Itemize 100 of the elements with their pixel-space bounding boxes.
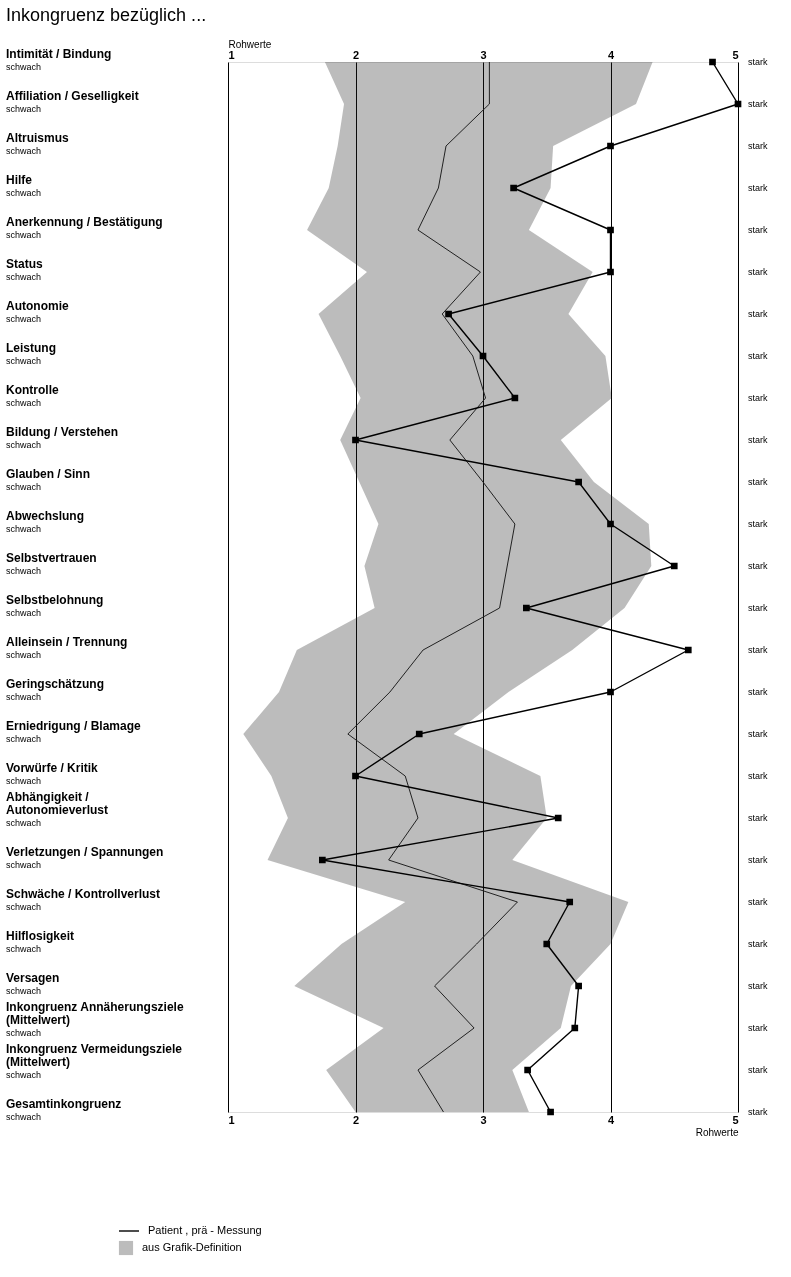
text: schwach xyxy=(6,146,42,156)
text: stark xyxy=(748,1065,768,1075)
y-tick-label: Status xyxy=(6,257,43,271)
text: schwach xyxy=(6,944,42,954)
point xyxy=(554,814,562,822)
text: stark xyxy=(748,309,768,319)
text: schwach xyxy=(6,188,42,198)
point xyxy=(684,646,692,654)
text: schwach xyxy=(6,440,42,450)
point xyxy=(709,58,716,66)
y-tick-label: Selbstvertrauen xyxy=(6,551,97,565)
y-tick-label: Glauben / Sinn xyxy=(6,467,91,481)
point xyxy=(571,1024,579,1032)
text: schwach xyxy=(6,1070,42,1080)
y-tick-label: Affiliation / Geselligkeit xyxy=(6,89,139,103)
text: stark xyxy=(748,603,768,613)
point xyxy=(607,142,614,150)
text: stark xyxy=(748,561,768,571)
text: schwach xyxy=(6,902,42,912)
y-tick-label: Inkongruenz Vermeidungsziele (Mittelwert) xyxy=(6,1042,183,1069)
text: schwach xyxy=(6,398,42,408)
text: schwach xyxy=(6,860,42,870)
text: schwach xyxy=(6,1028,42,1038)
x2-tick-label: 2 xyxy=(352,48,360,61)
x-tick-label: 4 xyxy=(607,1113,615,1126)
point xyxy=(319,856,326,864)
x2-tick-label: 5 xyxy=(732,48,739,61)
point xyxy=(607,688,614,696)
x-tick-label: 2 xyxy=(352,1113,360,1126)
text: stark xyxy=(748,141,768,151)
text: stark xyxy=(748,393,768,403)
text: schwach xyxy=(6,1112,42,1122)
text: schwach xyxy=(6,314,42,324)
text: stark xyxy=(748,897,768,907)
text: schwach xyxy=(6,734,42,744)
point xyxy=(445,310,452,318)
y-tick-label: Verletzungen / Spannungen xyxy=(6,845,164,859)
text: stark xyxy=(748,99,768,109)
y-tick-label: Hilflosigkeit xyxy=(6,929,75,943)
y-tick-label: Versagen xyxy=(6,971,60,985)
x2-tick-label: 1 xyxy=(228,48,235,61)
text: stark xyxy=(748,1107,768,1117)
point xyxy=(607,520,614,528)
text: schwach xyxy=(6,692,42,702)
text: schwach xyxy=(6,776,42,786)
point xyxy=(575,478,582,486)
y-tick-label: Geringschätzung xyxy=(6,677,105,691)
point xyxy=(523,604,530,612)
point xyxy=(547,1108,554,1116)
x-tick-label: 3 xyxy=(480,1113,487,1126)
text: stark xyxy=(748,939,768,949)
text: schwach xyxy=(6,818,42,828)
x2-axis-title: Rohwerte xyxy=(695,1126,739,1138)
point xyxy=(607,226,614,234)
text: schwach xyxy=(6,104,42,114)
text: stark xyxy=(748,267,768,277)
text: stark xyxy=(748,351,768,361)
text: schwach xyxy=(6,650,42,660)
legend-label: aus Grafik-Definition xyxy=(142,1241,242,1253)
point xyxy=(352,436,359,444)
y-tick-label: Vorwürfe / Kritik xyxy=(6,761,99,775)
y-tick-label: Selbstbelohnung xyxy=(6,593,104,607)
y-tick-label: Intimität / Bindung xyxy=(6,47,112,61)
text: stark xyxy=(748,225,768,235)
text: schwach xyxy=(6,482,42,492)
text: stark xyxy=(748,771,768,781)
text: schwach xyxy=(6,272,42,282)
point xyxy=(543,940,551,948)
text: schwach xyxy=(6,230,42,240)
y-tick-label: Hilfe xyxy=(6,173,33,187)
point xyxy=(510,184,517,192)
point xyxy=(524,1066,531,1074)
y-tick-label: Autonomie xyxy=(6,299,69,313)
y-tick-label: Kontrolle xyxy=(6,383,59,397)
y-tick-label: Abwechslung xyxy=(6,509,85,523)
point xyxy=(566,898,574,906)
x-tick-label: 5 xyxy=(732,1113,739,1126)
text: schwach xyxy=(6,62,42,72)
point xyxy=(670,562,678,570)
x2-tick-label: 3 xyxy=(480,48,487,61)
y-tick-label: Inkongruenz Annäherungsziele (Mittelwert) xyxy=(6,1000,184,1027)
text: stark xyxy=(748,981,768,991)
text: stark xyxy=(748,519,768,529)
point xyxy=(415,730,423,738)
legend-label: Patient , prä - Messung xyxy=(148,1224,262,1236)
point xyxy=(575,982,582,990)
y-tick-label: Leistung xyxy=(6,341,56,355)
y-tick-label: Schwäche / Kontrollverlust xyxy=(6,887,161,901)
y-tick-label: Bildung / Verstehen xyxy=(6,425,119,439)
x-tick-label: 1 xyxy=(228,1113,235,1126)
text: stark xyxy=(748,813,768,823)
y-tick-label: Alleinsein / Trennung xyxy=(6,635,128,649)
y-tick-label: Anerkennung / Bestätigung xyxy=(6,215,163,229)
y-tick-label: Altruismus xyxy=(6,131,69,145)
y-tick-label: Gesamtinkongruenz xyxy=(6,1097,122,1111)
text: stark xyxy=(748,435,768,445)
text: stark xyxy=(748,57,768,67)
text: schwach xyxy=(6,986,42,996)
y-tick-label: Abhängigkeit / Autonomieverlust xyxy=(6,790,109,817)
text: stark xyxy=(748,645,768,655)
